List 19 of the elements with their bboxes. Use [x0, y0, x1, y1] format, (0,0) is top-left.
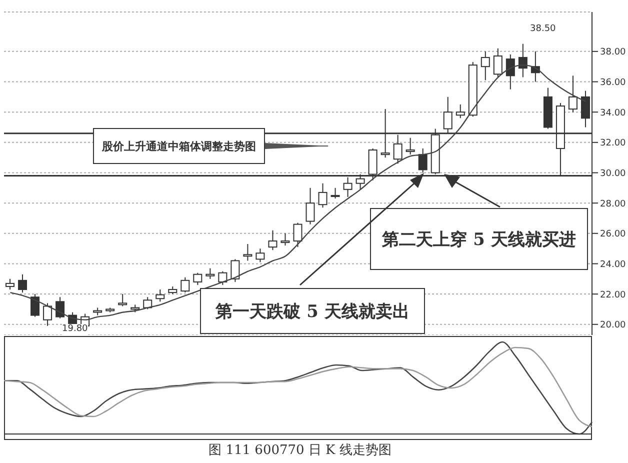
- annotation: 19.80: [62, 324, 88, 335]
- y-tick-label: 30.00: [600, 168, 626, 179]
- annotation: 第二天上穿 5 天线就买进: [382, 228, 576, 250]
- y-tick-label: 26.00: [600, 230, 626, 240]
- y-tick-label: 22.00: [600, 290, 626, 300]
- y-tick-label: 38.00: [600, 48, 626, 58]
- y-tick-label: 24.00: [600, 260, 626, 270]
- annotation: 第一天跌破 5 天线就卖出: [216, 300, 410, 322]
- y-tick-label: 28.00: [600, 199, 626, 210]
- caption: 图 111 600770 日 K 线走势图: [208, 442, 392, 459]
- y-tick-label: 36.00: [600, 78, 626, 88]
- y-tick-label: 32.00: [600, 138, 626, 149]
- callout-box: 股价上升通道中箱体调整走势图: [93, 128, 265, 164]
- y-tick-label: 20.00: [600, 320, 626, 331]
- y-tick-label: 34.00: [600, 108, 626, 118]
- annotation: 股价上升通道中箱体调整走势图: [102, 138, 256, 154]
- callout-box: 第一天跌破 5 天线就卖出: [200, 288, 425, 334]
- annotation: 38.50: [530, 24, 556, 35]
- callout-box: 第二天上穿 5 天线就买进: [370, 208, 588, 270]
